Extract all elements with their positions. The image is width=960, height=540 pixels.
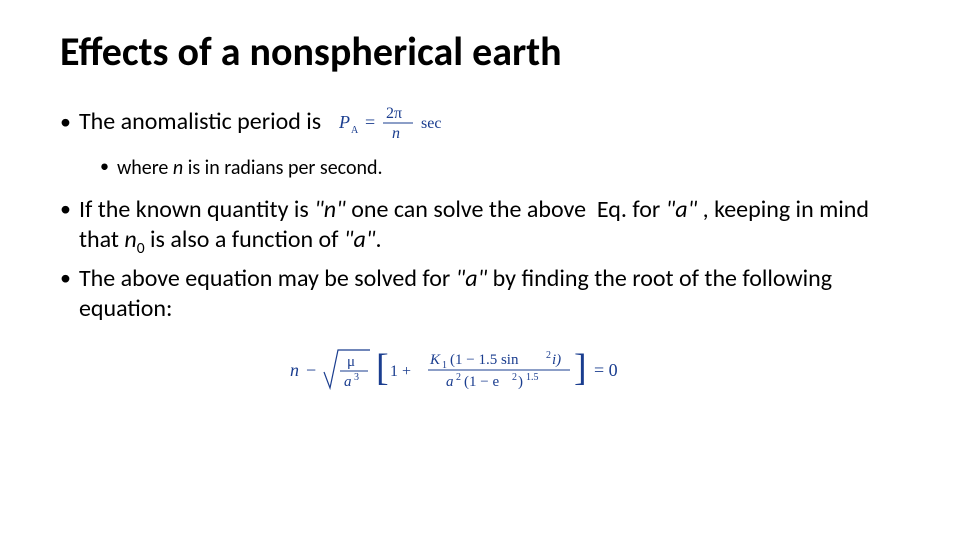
formula-root-equation: n − μ a 3 [ 1 + K 1 (1 − 1.5 sin 2 bbox=[60, 342, 900, 398]
slide-body: • The anomalistic period is P A = 2π n s… bbox=[60, 102, 900, 398]
bullet-dot: • bbox=[60, 111, 71, 133]
f2-a2: a bbox=[446, 374, 454, 390]
f2-a3: a bbox=[344, 374, 352, 390]
f2-i: i) bbox=[552, 352, 561, 368]
f1-eq: = bbox=[365, 112, 375, 132]
f1-num: 2π bbox=[386, 105, 402, 122]
bullet-text: The above equation may be solved for "a"… bbox=[79, 264, 900, 324]
f1-lhs: P bbox=[339, 112, 350, 132]
f2-rbracket: ] bbox=[574, 347, 587, 389]
f2-sin2: 2 bbox=[546, 350, 551, 361]
f2-a3exp: 3 bbox=[354, 372, 359, 383]
bullet-where-n: • where n is in radians per second. bbox=[100, 156, 900, 181]
bullet-known-quantity: • If the known quantity is "n" one can s… bbox=[60, 195, 900, 258]
bullet-solve-a: • The above equation may be solved for "… bbox=[60, 264, 900, 324]
bullet-text: If the known quantity is "n" one can sol… bbox=[79, 195, 900, 258]
f2-minus: − bbox=[306, 360, 316, 380]
f2-dmid: (1 − e bbox=[464, 374, 499, 390]
bullet-dot: • bbox=[60, 264, 71, 292]
f2-rhs: = 0 bbox=[594, 360, 618, 380]
bullet-text: The anomalistic period is bbox=[79, 107, 321, 137]
f2-lbracket: [ bbox=[376, 347, 389, 389]
bullet-anomalistic: • The anomalistic period is P A = 2π n s… bbox=[60, 102, 900, 142]
formula-anomalistic-period: P A = 2π n sec bbox=[339, 102, 459, 142]
f1-den: n bbox=[392, 125, 400, 142]
bullet-dot: • bbox=[100, 156, 109, 178]
f2-mu: μ bbox=[347, 354, 355, 370]
f2-K1: 1 bbox=[442, 360, 447, 371]
f2-15: 1.5 bbox=[526, 372, 539, 383]
f2-e2: 2 bbox=[512, 372, 517, 383]
slide: Effects of a nonspherical earth • The an… bbox=[0, 0, 960, 540]
f2-num-paren: (1 − 1.5 sin bbox=[450, 352, 519, 368]
bullet-text: where n is in radians per second. bbox=[117, 156, 383, 181]
f2-dclose: ) bbox=[518, 374, 523, 390]
f2-K: K bbox=[429, 352, 441, 368]
f1-lhs-sub: A bbox=[351, 125, 359, 136]
f2-n: n bbox=[290, 360, 299, 380]
f1-unit: sec bbox=[421, 115, 441, 132]
slide-title: Effects of a nonspherical earth bbox=[60, 30, 900, 74]
f2-oneplus: 1 + bbox=[390, 363, 411, 380]
bullet-dot: • bbox=[60, 195, 71, 223]
f2-a2exp: 2 bbox=[456, 372, 461, 383]
